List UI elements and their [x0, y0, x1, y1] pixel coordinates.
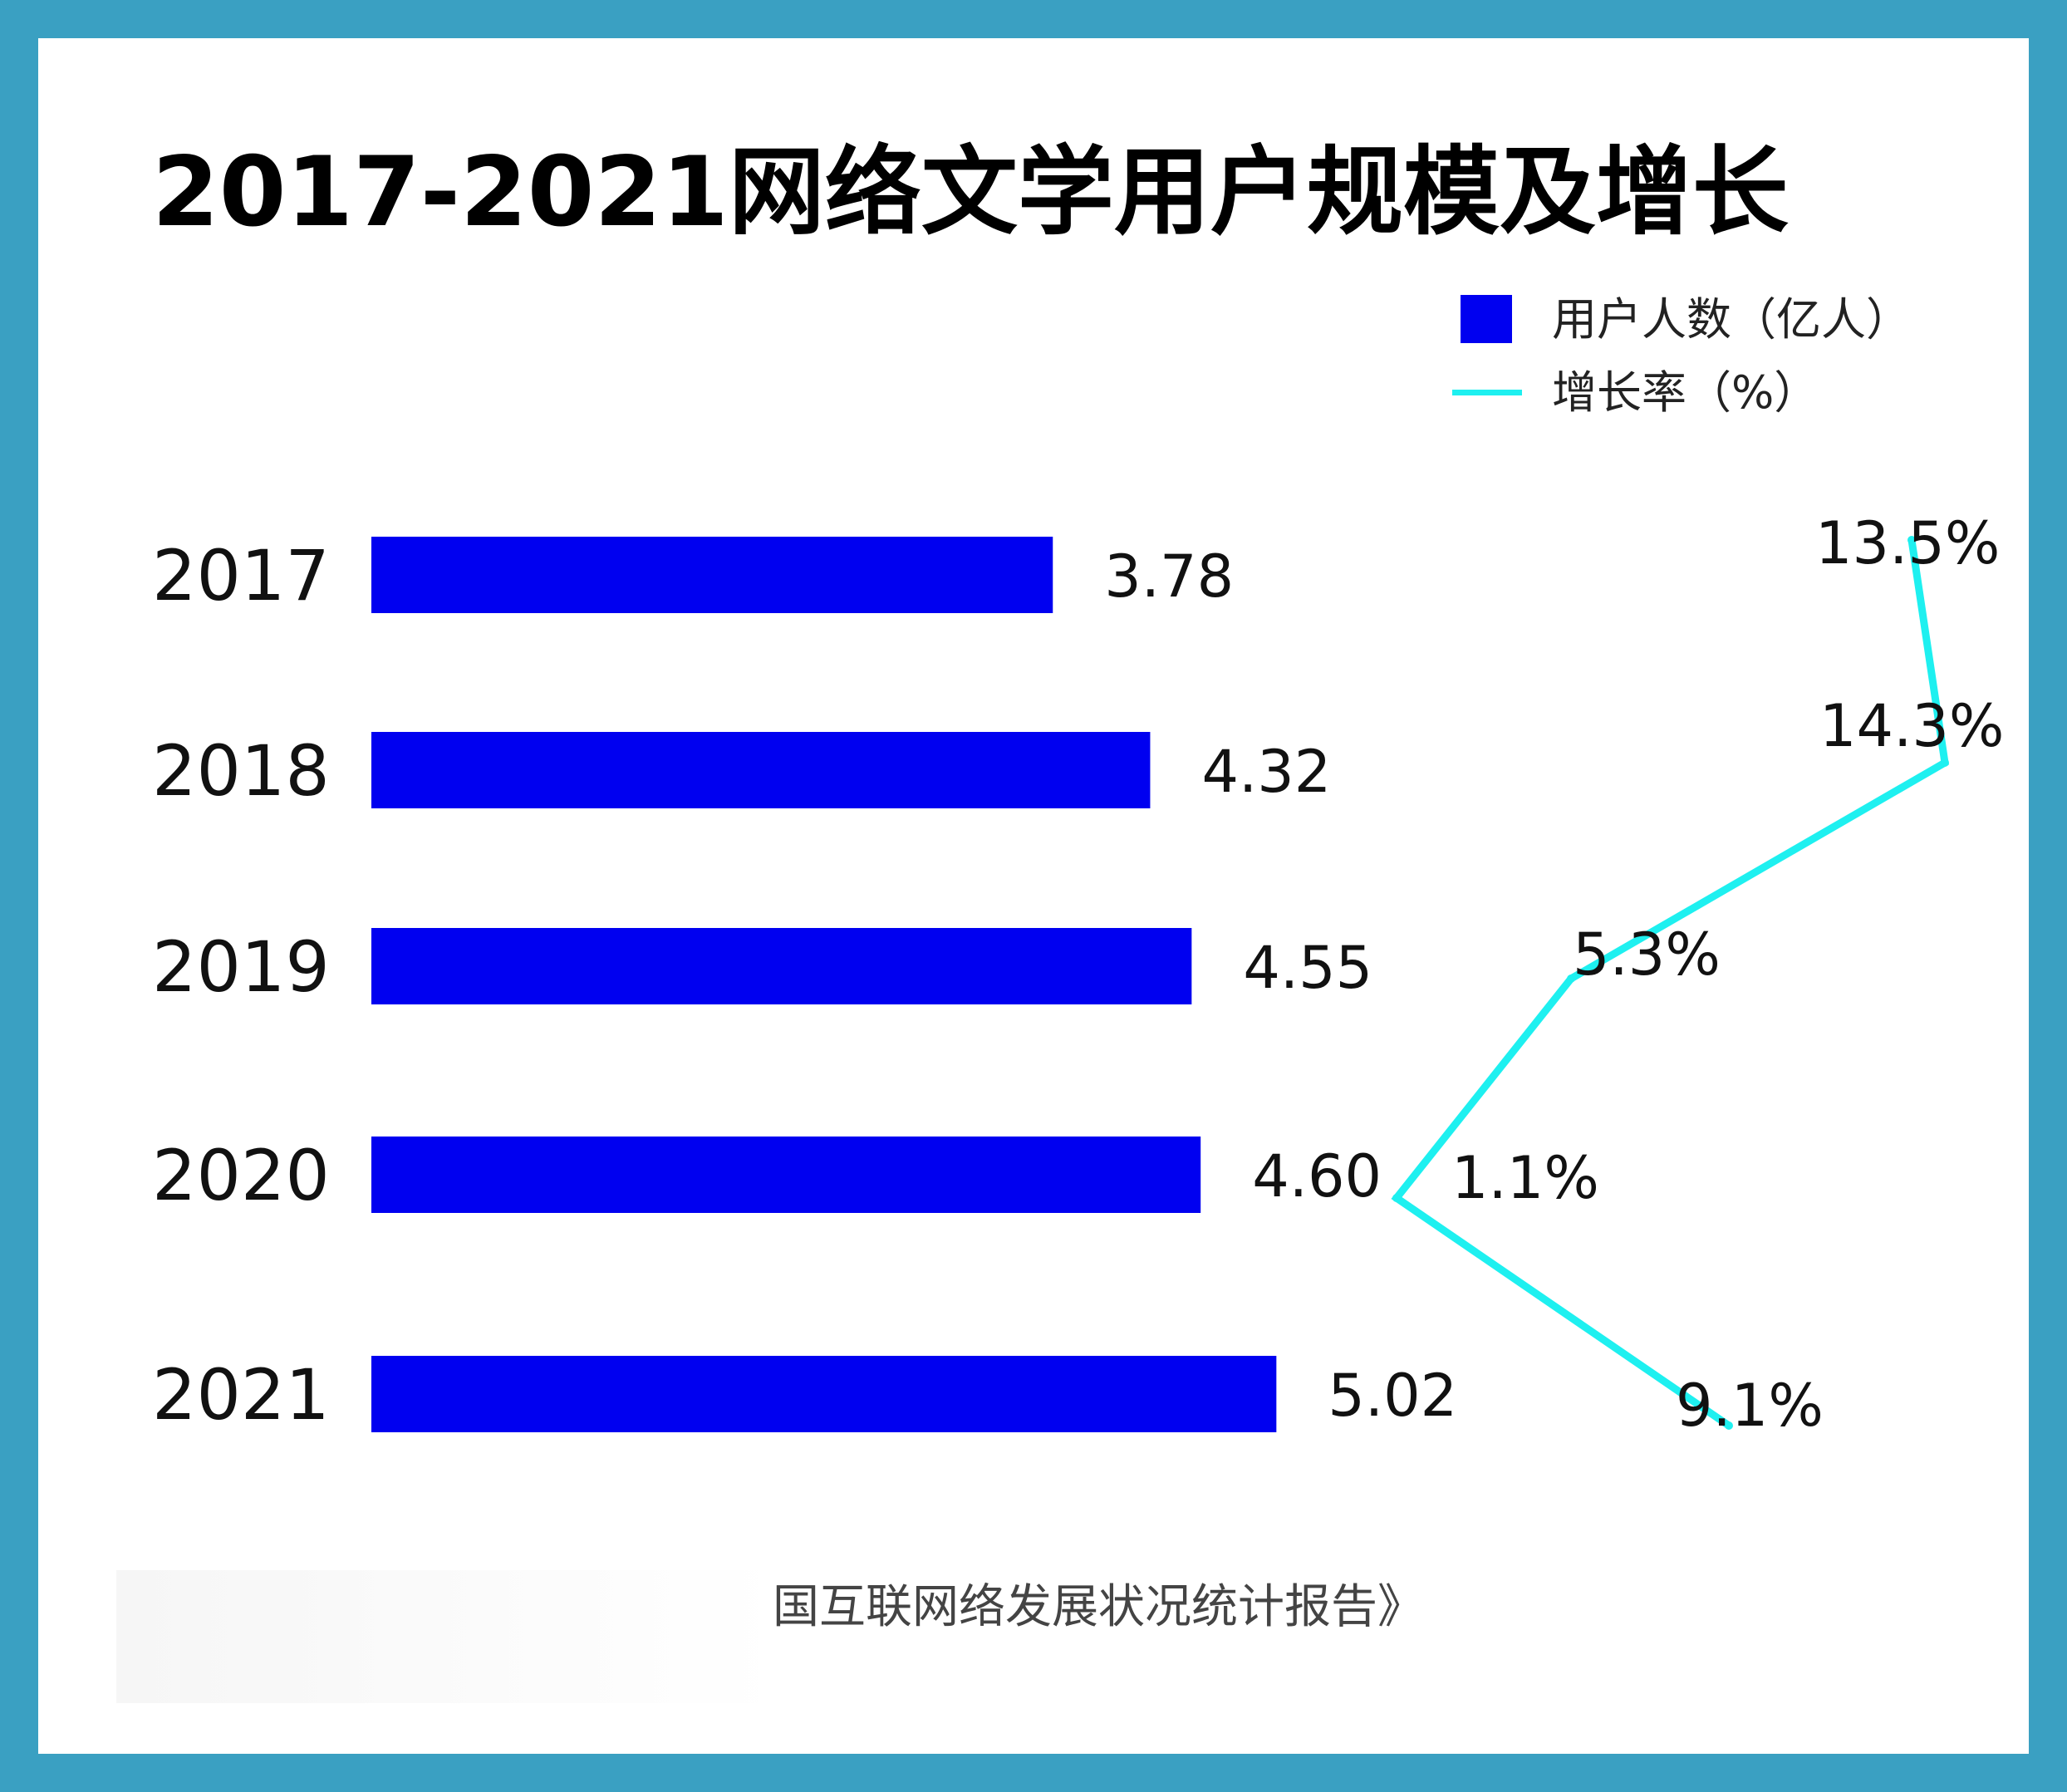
bar-value-label-2019: 4.55 — [1243, 934, 1372, 1002]
growth-point-2020 — [1392, 1194, 1401, 1202]
growth-point-2019 — [1567, 975, 1575, 983]
year-label-2017: 2017 — [152, 535, 330, 616]
growth-label-2019: 5.3% — [1573, 921, 1721, 989]
bar-2018 — [371, 732, 1151, 808]
growth-label-2018: 14.3% — [1819, 692, 2004, 760]
bars-layer — [371, 537, 1277, 1432]
bar-value-label-2018: 4.32 — [1201, 738, 1331, 806]
bar-value-label-2021: 5.02 — [1328, 1362, 1457, 1430]
growth-line-layer — [1391, 536, 1949, 1430]
bar-value-label-2020: 4.60 — [1252, 1142, 1382, 1210]
growth-label-2020: 1.1% — [1451, 1144, 1599, 1212]
legend-line-label: 增长率（%） — [1552, 366, 1819, 419]
growth-label-2021: 9.1% — [1676, 1372, 1824, 1440]
source-fade-overlay — [116, 1570, 781, 1703]
labels-layer: 2017 3.78 2018 4.32 2019 4.55 2020 4.60 2021 5.02… — [152, 509, 2004, 1440]
chart-title: 2017-2021网络文学用户规模及增长 — [152, 136, 1789, 248]
growth-point-2017 — [1907, 536, 1916, 544]
growth-point-2021 — [1725, 1421, 1733, 1430]
growth-label-2017: 13.5% — [1815, 509, 2000, 577]
year-label-2018: 2018 — [152, 730, 330, 812]
bar-2021 — [371, 1356, 1277, 1432]
bar-2017 — [371, 537, 1053, 613]
bar-value-label-2017: 3.78 — [1104, 543, 1234, 611]
year-label-2019: 2019 — [152, 926, 330, 1008]
year-label-2020: 2020 — [152, 1135, 330, 1216]
growth-point-2018 — [1941, 759, 1949, 767]
source-note: 国互联网络发展状况统计报告》 — [773, 1580, 1424, 1634]
bar-2020 — [371, 1137, 1201, 1213]
legend-line-swatch — [1452, 390, 1522, 395]
legend-bar-swatch — [1461, 295, 1512, 343]
legend-bar-label: 用户人数（亿人） — [1552, 293, 1911, 346]
year-label-2021: 2021 — [152, 1354, 330, 1436]
bar-2019 — [371, 928, 1192, 1004]
